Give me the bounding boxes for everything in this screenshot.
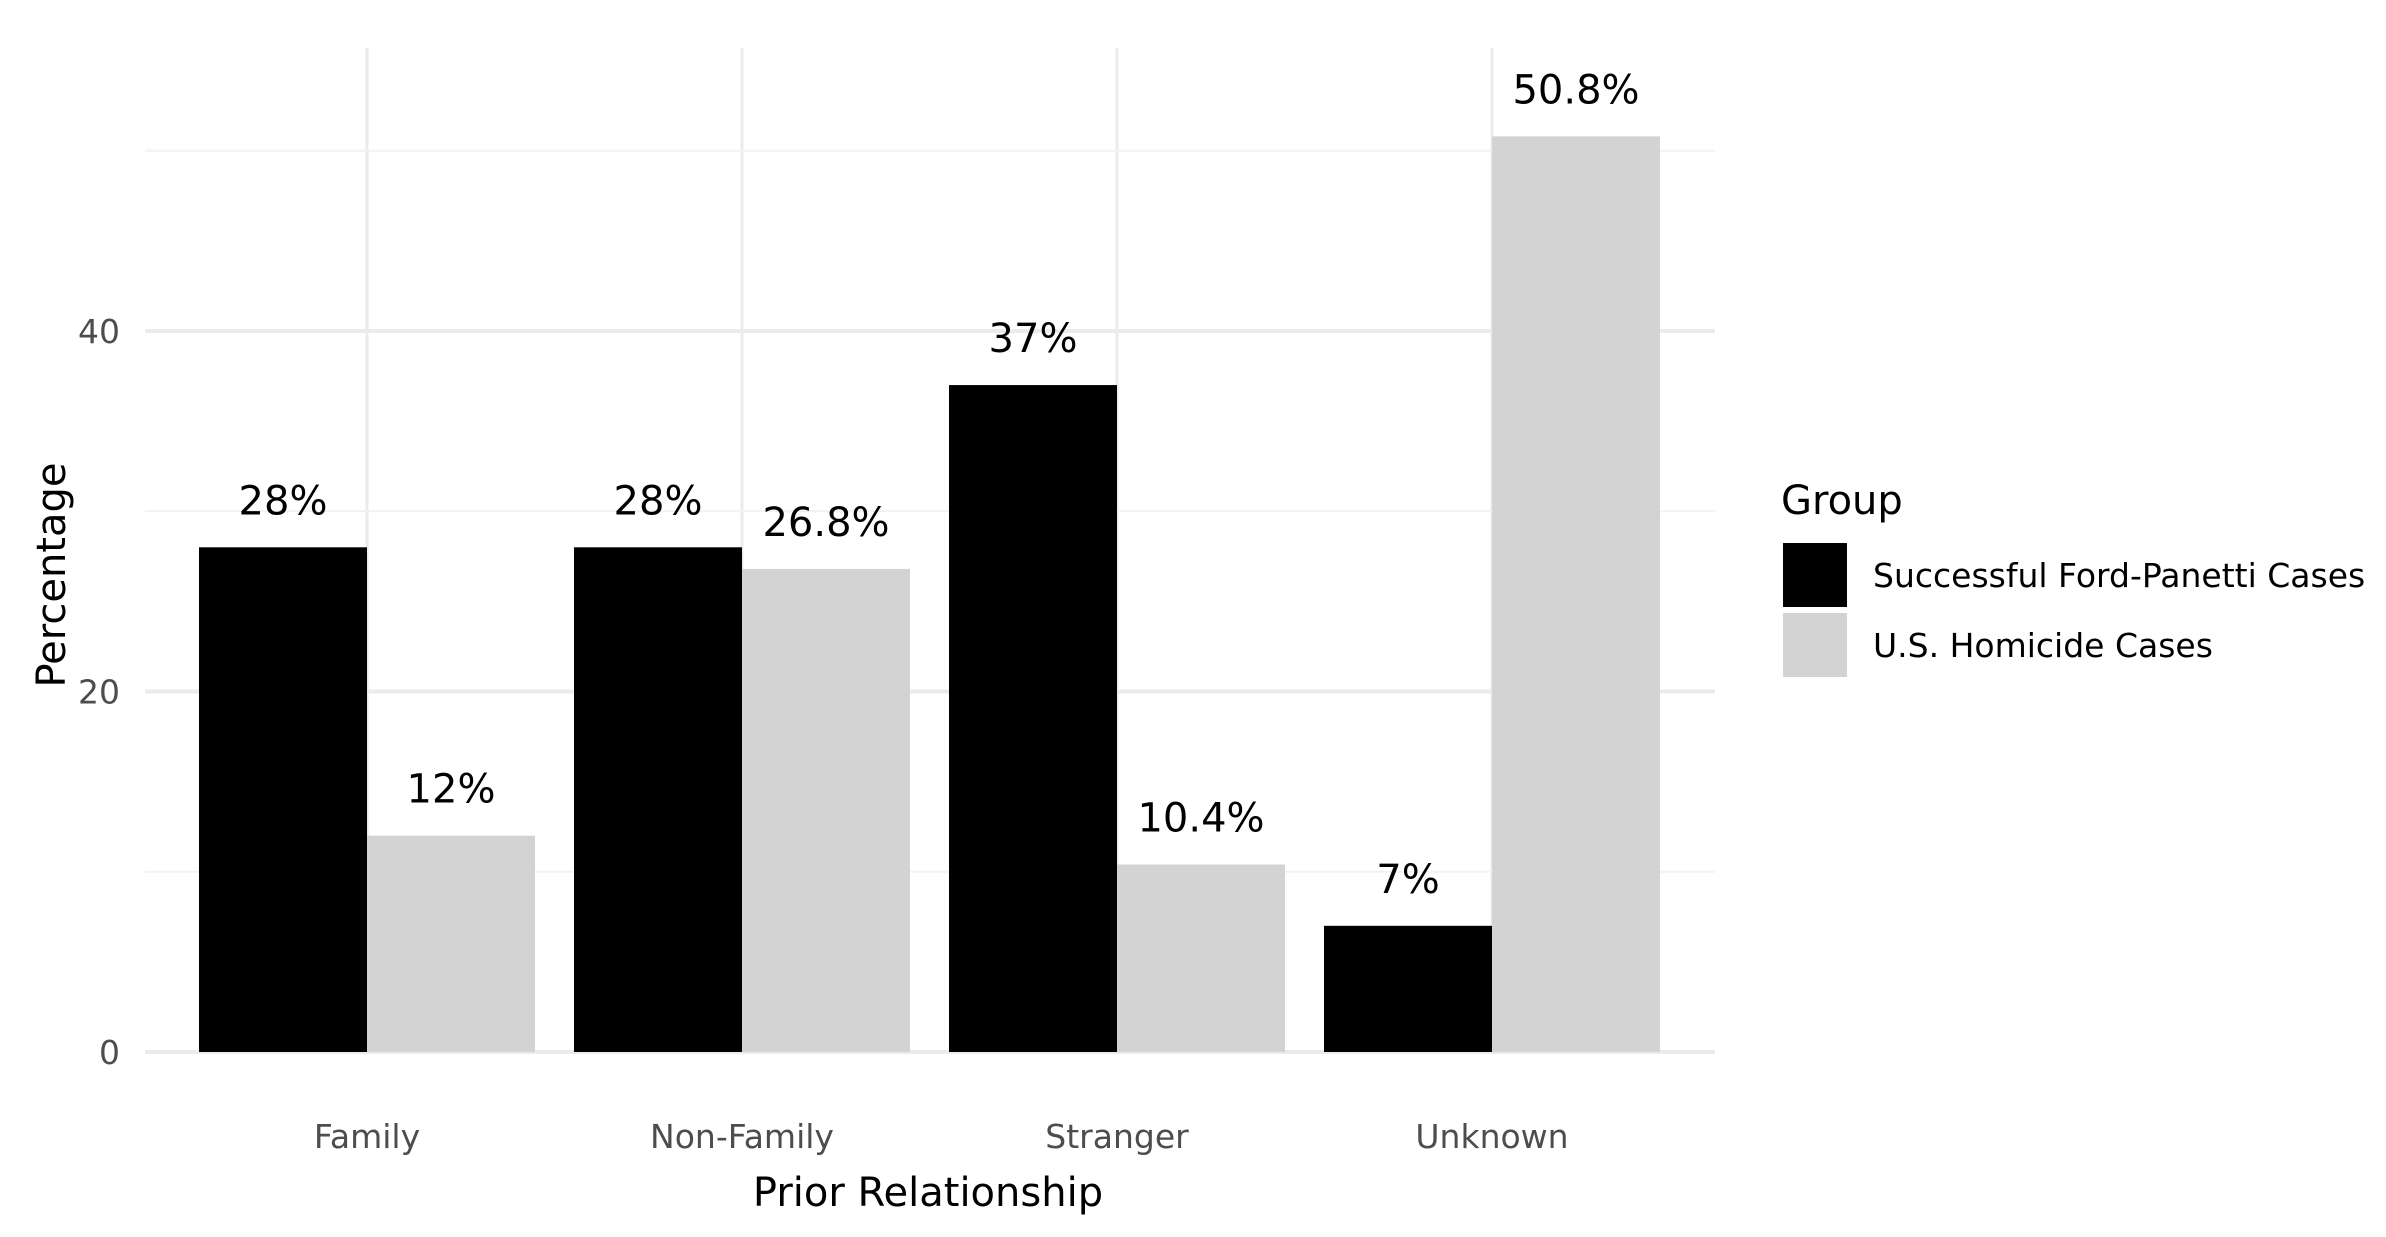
y-axis-title: Percentage: [29, 462, 75, 687]
data-label: 37%: [989, 316, 1078, 362]
data-label: 28%: [239, 478, 328, 524]
grid-lines: [145, 48, 1715, 1054]
data-labels: 28% 12% 28% 26.8% 37% 10.4% 7% 50.8%: [239, 67, 1640, 902]
data-label: 26.8%: [762, 500, 889, 546]
legend-swatch: [1783, 543, 1847, 607]
bar-stranger-series-2: [1117, 864, 1285, 1052]
y-tick-label: 20: [78, 673, 120, 712]
bar-family-series-1: [199, 547, 367, 1052]
x-tick-label: Family: [314, 1117, 420, 1156]
data-label: 12%: [407, 767, 496, 813]
y-tick-label: 0: [99, 1033, 120, 1072]
bar-family-series-2: [367, 835, 535, 1052]
data-label: 7%: [1376, 857, 1439, 903]
data-label: 10.4%: [1137, 796, 1264, 842]
x-tick-label: Non-Family: [650, 1117, 834, 1156]
bar-stranger-series-1: [949, 385, 1117, 1052]
legend-label: Successful Ford-Panetti Cases: [1873, 556, 2365, 595]
data-label: 50.8%: [1512, 67, 1639, 113]
bar-unknown-series-2: [1492, 136, 1660, 1052]
x-axis-ticks: Family Non-Family Stranger Unknown: [314, 1117, 1569, 1156]
legend: Group Successful Ford-Panetti Cases U.S. …: [1781, 478, 2365, 677]
bar-non-family-series-1: [574, 547, 742, 1052]
legend-label: U.S. Homicide Cases: [1873, 626, 2213, 665]
data-label: 28%: [614, 478, 703, 524]
x-tick-label: Unknown: [1415, 1117, 1568, 1156]
y-tick-label: 40: [78, 312, 120, 351]
bar-non-family-series-2: [742, 568, 910, 1052]
bar-unknown-series-1: [1324, 925, 1492, 1052]
y-axis-ticks: 0 20 40: [78, 312, 120, 1072]
legend-title: Group: [1781, 478, 1903, 524]
x-axis-title: Prior Relationship: [753, 1170, 1103, 1216]
bars: [199, 136, 1660, 1052]
x-tick-label: Stranger: [1045, 1117, 1189, 1156]
legend-swatch: [1783, 613, 1847, 677]
